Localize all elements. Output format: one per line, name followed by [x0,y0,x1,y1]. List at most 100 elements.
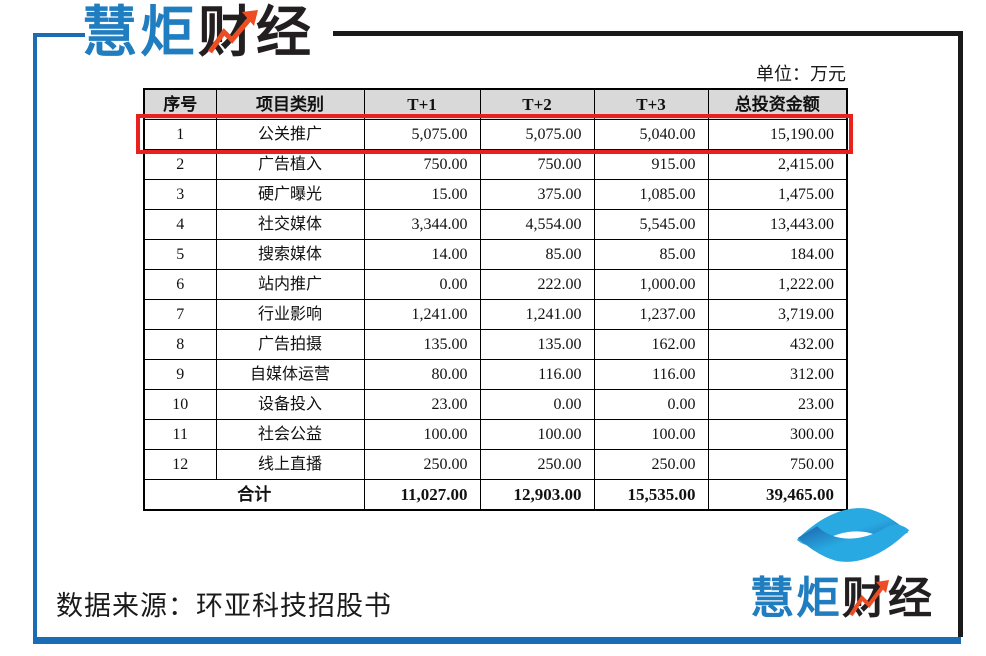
value-cell: 116.00 [593,359,709,390]
value-cell: 3,344.00 [363,209,481,240]
value-cell: 250.00 [479,449,595,480]
row-index-cell: 4 [143,209,217,240]
value-cell: 2,415.00 [707,149,848,180]
row-index-cell: 9 [143,359,217,390]
brand-logo-bottom: 慧炬财经 [750,500,966,635]
category-cell: 线上直播 [215,449,365,480]
table-row: 12 线上直播 250.00 250.00 250.00 750.00 [143,449,848,480]
value-cell: 750.00 [363,149,481,180]
row-index-cell: 11 [143,419,217,450]
value-cell: 1,085.00 [593,179,709,210]
value-cell: 15,190.00 [707,119,848,150]
value-cell: 250.00 [363,449,481,480]
category-cell: 广告拍摄 [215,329,365,360]
row-index-cell: 1 [143,119,217,150]
value-cell: 15.00 [363,179,481,210]
value-cell: 432.00 [707,329,848,360]
value-cell: 1,000.00 [593,269,709,300]
value-cell: 85.00 [593,239,709,270]
highlight-box-row1 [136,114,853,154]
category-cell: 社会公益 [215,419,365,450]
row-index-cell: 2 [143,149,217,180]
value-cell: 0.00 [593,389,709,420]
table-row: 9 自媒体运营 80.00 116.00 116.00 312.00 [143,359,848,390]
value-cell: 135.00 [479,329,595,360]
value-cell: 5,075.00 [479,119,595,150]
value-cell: 4,554.00 [479,209,595,240]
row-index-cell: 8 [143,329,217,360]
table-row: 10 设备投入 23.00 0.00 0.00 23.00 [143,389,848,420]
category-cell: 设备投入 [215,389,365,420]
value-cell: 0.00 [479,389,595,420]
table-row: 7 行业影响 1,241.00 1,241.00 1,237.00 3,719.00 [143,299,848,330]
value-cell: 13,443.00 [707,209,848,240]
category-cell: 硬广曝光 [215,179,365,210]
value-cell: 0.00 [363,269,481,300]
category-cell: 广告植入 [215,149,365,180]
brand-logo-bottom-text: 慧炬财经 [750,574,934,624]
frame-black-right-line [958,31,963,637]
unit-label: 单位：万元 [756,64,846,84]
investment-table: 序号 项目类别 T+1 T+2 T+3 总投资金额 1 公关推广 5,075.00 5,075.… [143,88,848,511]
investment-table-body: 1 公关推广 5,075.00 5,075.00 5,040.00 15,190.00 2 广… [143,119,848,511]
table-row: 6 站内推广 0.00 222.00 1,000.00 1,222.00 [143,269,848,300]
total-value-cell: 39,465.00 [707,479,848,511]
brand-name-primary: 慧炬 [750,574,842,623]
value-cell: 915.00 [593,149,709,180]
value-cell: 135.00 [363,329,481,360]
table-row: 11 社会公益 100.00 100.00 100.00 300.00 [143,419,848,450]
value-cell: 100.00 [363,419,481,450]
value-cell: 375.00 [479,179,595,210]
total-label-cell: 合计 [143,479,365,511]
table-row: 4 社交媒体 3,344.00 4,554.00 5,545.00 13,443.00 [143,209,848,240]
row-index-cell: 12 [143,449,217,480]
frame-black-top-line [333,31,963,36]
frame-blue-bottom-bar [33,637,961,644]
category-cell: 公关推广 [215,119,365,150]
value-cell: 100.00 [593,419,709,450]
row-index-cell: 3 [143,179,217,210]
category-cell: 社交媒体 [215,209,365,240]
total-value-cell: 11,027.00 [363,479,481,511]
category-cell: 站内推广 [215,269,365,300]
value-cell: 1,237.00 [593,299,709,330]
value-cell: 750.00 [707,449,848,480]
table-row: 2 广告植入 750.00 750.00 915.00 2,415.00 [143,149,848,180]
category-cell: 行业影响 [215,299,365,330]
brand-mark-icon [796,508,910,562]
row-index-cell: 6 [143,269,217,300]
category-cell: 自媒体运营 [215,359,365,390]
row-index-cell: 5 [143,239,217,270]
total-value-cell: 12,903.00 [479,479,595,511]
table-row: 1 公关推广 5,075.00 5,075.00 5,040.00 15,190.00 [143,119,848,150]
value-cell: 750.00 [479,149,595,180]
value-cell: 1,475.00 [707,179,848,210]
frame-blue-left-line [33,33,37,640]
value-cell: 312.00 [707,359,848,390]
value-cell: 222.00 [479,269,595,300]
brand-name-secondary: 财经 [842,574,934,623]
value-cell: 80.00 [363,359,481,390]
value-cell: 300.00 [707,419,848,450]
row-index-cell: 10 [143,389,217,420]
value-cell: 85.00 [479,239,595,270]
value-cell: 100.00 [479,419,595,450]
total-row: 合计 11,027.00 12,903.00 15,535.00 39,465.00 [143,479,848,511]
source-note: 数据来源：环亚科技招股书 [56,591,392,621]
brand-name-secondary: 财经 [198,1,315,63]
value-cell: 1,241.00 [479,299,595,330]
table-row: 8 广告拍摄 135.00 135.00 162.00 432.00 [143,329,848,360]
investment-table-wrapper: 序号 项目类别 T+1 T+2 T+3 总投资金额 1 公关推广 5,075.00 5,075.… [143,88,848,511]
value-cell: 23.00 [363,389,481,420]
table-row: 5 搜索媒体 14.00 85.00 85.00 184.00 [143,239,848,270]
value-cell: 3,719.00 [707,299,848,330]
table-row: 3 硬广曝光 15.00 375.00 1,085.00 1,475.00 [143,179,848,210]
total-value-cell: 15,535.00 [593,479,709,511]
row-index-cell: 7 [143,299,217,330]
brand-name-primary: 慧炬 [82,1,199,63]
value-cell: 23.00 [707,389,848,420]
value-cell: 1,241.00 [363,299,481,330]
brand-logo-top: 慧炬财经 [82,2,314,64]
value-cell: 1,222.00 [707,269,848,300]
frame-blue-top-segment [33,33,85,37]
